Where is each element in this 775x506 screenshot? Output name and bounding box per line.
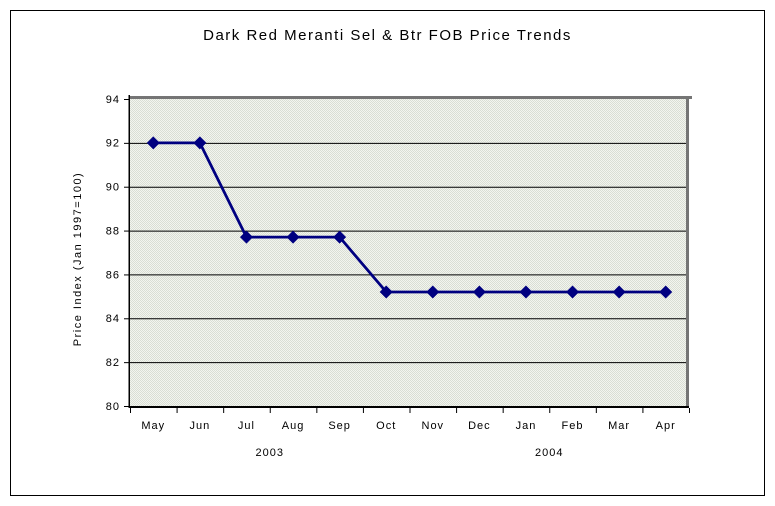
data-point-marker xyxy=(472,285,486,299)
y-tick-label: 92 xyxy=(106,138,120,150)
data-point-marker xyxy=(239,230,253,244)
series-markers xyxy=(146,136,673,299)
x-tick-label: Dec xyxy=(468,420,491,432)
x-tick-label: Aug xyxy=(282,420,305,432)
x-axis-line xyxy=(128,406,689,408)
y-axis-line xyxy=(128,95,130,407)
y-tick-label: 86 xyxy=(106,269,120,281)
data-point-marker xyxy=(426,285,440,299)
data-point-marker xyxy=(146,136,160,150)
data-point-marker xyxy=(379,285,393,299)
data-point-marker xyxy=(286,230,300,244)
gridlines xyxy=(130,142,686,364)
x-tick-label: Jan xyxy=(516,420,537,432)
y-tick-label: 84 xyxy=(106,313,120,325)
data-point-marker xyxy=(519,285,533,299)
y-tick-label: 90 xyxy=(106,182,120,194)
data-point-marker xyxy=(193,136,207,150)
x-tick-label: Sep xyxy=(328,420,351,432)
x-tick-label: May xyxy=(141,420,165,432)
x-tick-label: Jul xyxy=(238,420,255,432)
x-tick-labels: May Jun Jul Aug Sep Oct Nov Dec Jan Feb Mar Apr xyxy=(141,420,676,432)
x-tick-label: Feb xyxy=(562,420,584,432)
chart-title: Dark Red Meranti Sel & Btr FOB Price Tre… xyxy=(203,27,572,44)
x-tick-label: Mar xyxy=(608,420,630,432)
y-tick-label: 82 xyxy=(106,357,120,369)
x-year-labels: 2003 2004 xyxy=(256,447,563,459)
data-point-marker xyxy=(333,230,347,244)
plot-background xyxy=(130,99,686,406)
data-point-marker xyxy=(659,285,673,299)
y-tick-label: 88 xyxy=(106,225,120,237)
data-point-marker xyxy=(612,285,626,299)
x-year-label: 2003 xyxy=(256,447,284,459)
y-tick-label: 94 xyxy=(106,94,120,106)
series-line xyxy=(153,141,666,294)
y-tick-labels: 80 82 84 86 88 90 92 94 xyxy=(106,94,120,413)
axis-ticks xyxy=(124,99,690,413)
data-point-marker xyxy=(566,285,580,299)
x-tick-label: Jun xyxy=(190,420,211,432)
plot-border-top xyxy=(129,96,692,99)
y-tick-label: 80 xyxy=(106,401,120,413)
x-tick-label: Nov xyxy=(422,420,445,432)
x-year-label: 2004 xyxy=(535,447,563,459)
plot-border-right xyxy=(686,96,689,406)
chart-frame-border xyxy=(10,10,765,496)
x-tick-label: Oct xyxy=(376,420,396,432)
x-tick-label: Apr xyxy=(656,420,676,432)
